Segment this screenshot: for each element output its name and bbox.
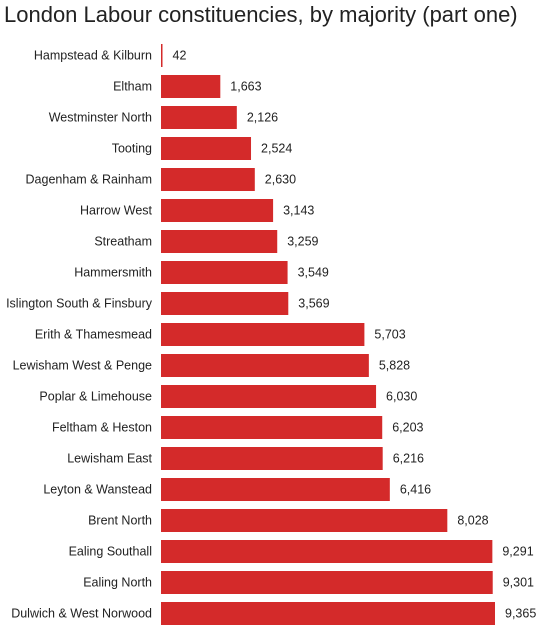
bar xyxy=(161,199,274,222)
bar xyxy=(161,106,237,129)
value-label: 9,291 xyxy=(502,545,533,559)
bar xyxy=(161,385,377,408)
category-label: Westminster North xyxy=(49,111,152,125)
category-label: Feltham & Heston xyxy=(52,421,152,435)
bars-group: Hampstead & Kilburn 42 Eltham 1,663 Westmins… xyxy=(6,44,536,625)
bar xyxy=(161,447,383,470)
category-label: Tooting xyxy=(112,142,152,156)
bar xyxy=(161,75,221,98)
bar xyxy=(161,478,390,501)
bar xyxy=(161,354,369,377)
bar xyxy=(161,137,252,160)
category-label: Ealing Southall xyxy=(69,545,152,559)
category-label: Dulwich & West Norwood xyxy=(11,607,152,621)
bar xyxy=(161,416,383,439)
bar xyxy=(161,292,289,315)
category-label: Harrow West xyxy=(80,204,153,218)
category-label: Ealing North xyxy=(83,576,152,590)
category-label: Streatham xyxy=(94,235,152,249)
value-label: 6,203 xyxy=(392,421,423,435)
value-label: 8,028 xyxy=(457,514,488,528)
value-label: 1,663 xyxy=(230,80,261,94)
value-label: 3,143 xyxy=(283,204,314,218)
bar xyxy=(161,261,288,284)
category-label: Islington South & Finsbury xyxy=(6,297,153,311)
value-label: 2,126 xyxy=(247,111,278,125)
bar xyxy=(161,168,255,191)
value-label: 9,365 xyxy=(505,607,536,621)
value-label: 2,524 xyxy=(261,142,292,156)
value-label: 2,630 xyxy=(265,173,296,187)
value-label: 9,301 xyxy=(503,576,534,590)
value-label: 5,828 xyxy=(379,359,410,373)
value-label: 3,569 xyxy=(298,297,329,311)
value-label: 3,549 xyxy=(298,266,329,280)
category-label: Leyton & Wanstead xyxy=(43,483,152,497)
value-label: 6,030 xyxy=(386,390,417,404)
bar xyxy=(161,509,448,532)
value-label: 5,703 xyxy=(374,328,405,342)
bar xyxy=(161,540,493,563)
value-label: 42 xyxy=(173,49,187,63)
category-label: Brent North xyxy=(88,514,152,528)
category-label: Lewisham East xyxy=(67,452,152,466)
bar xyxy=(161,230,278,253)
bar xyxy=(161,602,495,625)
bar xyxy=(161,44,163,67)
category-label: Hammersmith xyxy=(74,266,152,280)
category-label: Hampstead & Kilburn xyxy=(34,49,152,63)
bar xyxy=(161,323,365,346)
category-label: Lewisham West & Penge xyxy=(13,359,152,373)
category-label: Poplar & Limehouse xyxy=(39,390,152,404)
value-label: 6,416 xyxy=(400,483,431,497)
chart-title: London Labour constituencies, by majorit… xyxy=(4,2,518,27)
value-label: 6,216 xyxy=(393,452,424,466)
category-label: Dagenham & Rainham xyxy=(26,173,152,187)
bar xyxy=(161,571,493,594)
category-label: Erith & Thamesmead xyxy=(35,328,152,342)
category-label: Eltham xyxy=(113,80,152,94)
value-label: 3,259 xyxy=(287,235,318,249)
